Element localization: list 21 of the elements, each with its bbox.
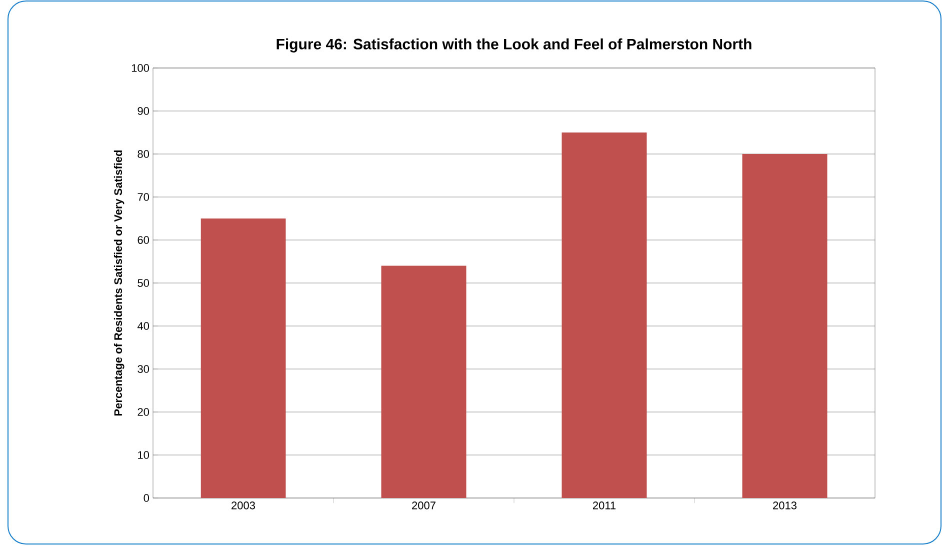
y-tick-label: 50 bbox=[138, 279, 150, 287]
bar bbox=[381, 266, 466, 498]
x-tick-label: 2013 bbox=[773, 502, 796, 510]
y-tick-label: 80 bbox=[138, 150, 150, 158]
chart-title: Figure 46: Satisfaction with the Look and Feel of Palmerston North bbox=[276, 38, 752, 52]
y-tick-label: 70 bbox=[138, 193, 150, 201]
x-tick-label: 2011 bbox=[592, 502, 616, 510]
y-tick-label: 60 bbox=[138, 236, 150, 244]
x-tick-label: 2007 bbox=[412, 502, 436, 510]
y-tick-label: 30 bbox=[138, 365, 150, 373]
y-tick-label: 0 bbox=[144, 494, 150, 502]
bar bbox=[562, 132, 647, 498]
bar bbox=[200, 218, 286, 498]
x-tick-label: 2003 bbox=[232, 502, 255, 510]
y-tick-label: 40 bbox=[137, 322, 150, 330]
y-axis-title: Percentage of Residents Satisfied or Very Satisfied bbox=[114, 150, 124, 416]
y-tick-label: 20 bbox=[138, 408, 150, 416]
bar bbox=[742, 154, 828, 498]
y-tick-label: 100 bbox=[132, 64, 150, 72]
y-tick-label: 10 bbox=[138, 451, 150, 459]
y-tick-label: 90 bbox=[138, 107, 150, 115]
